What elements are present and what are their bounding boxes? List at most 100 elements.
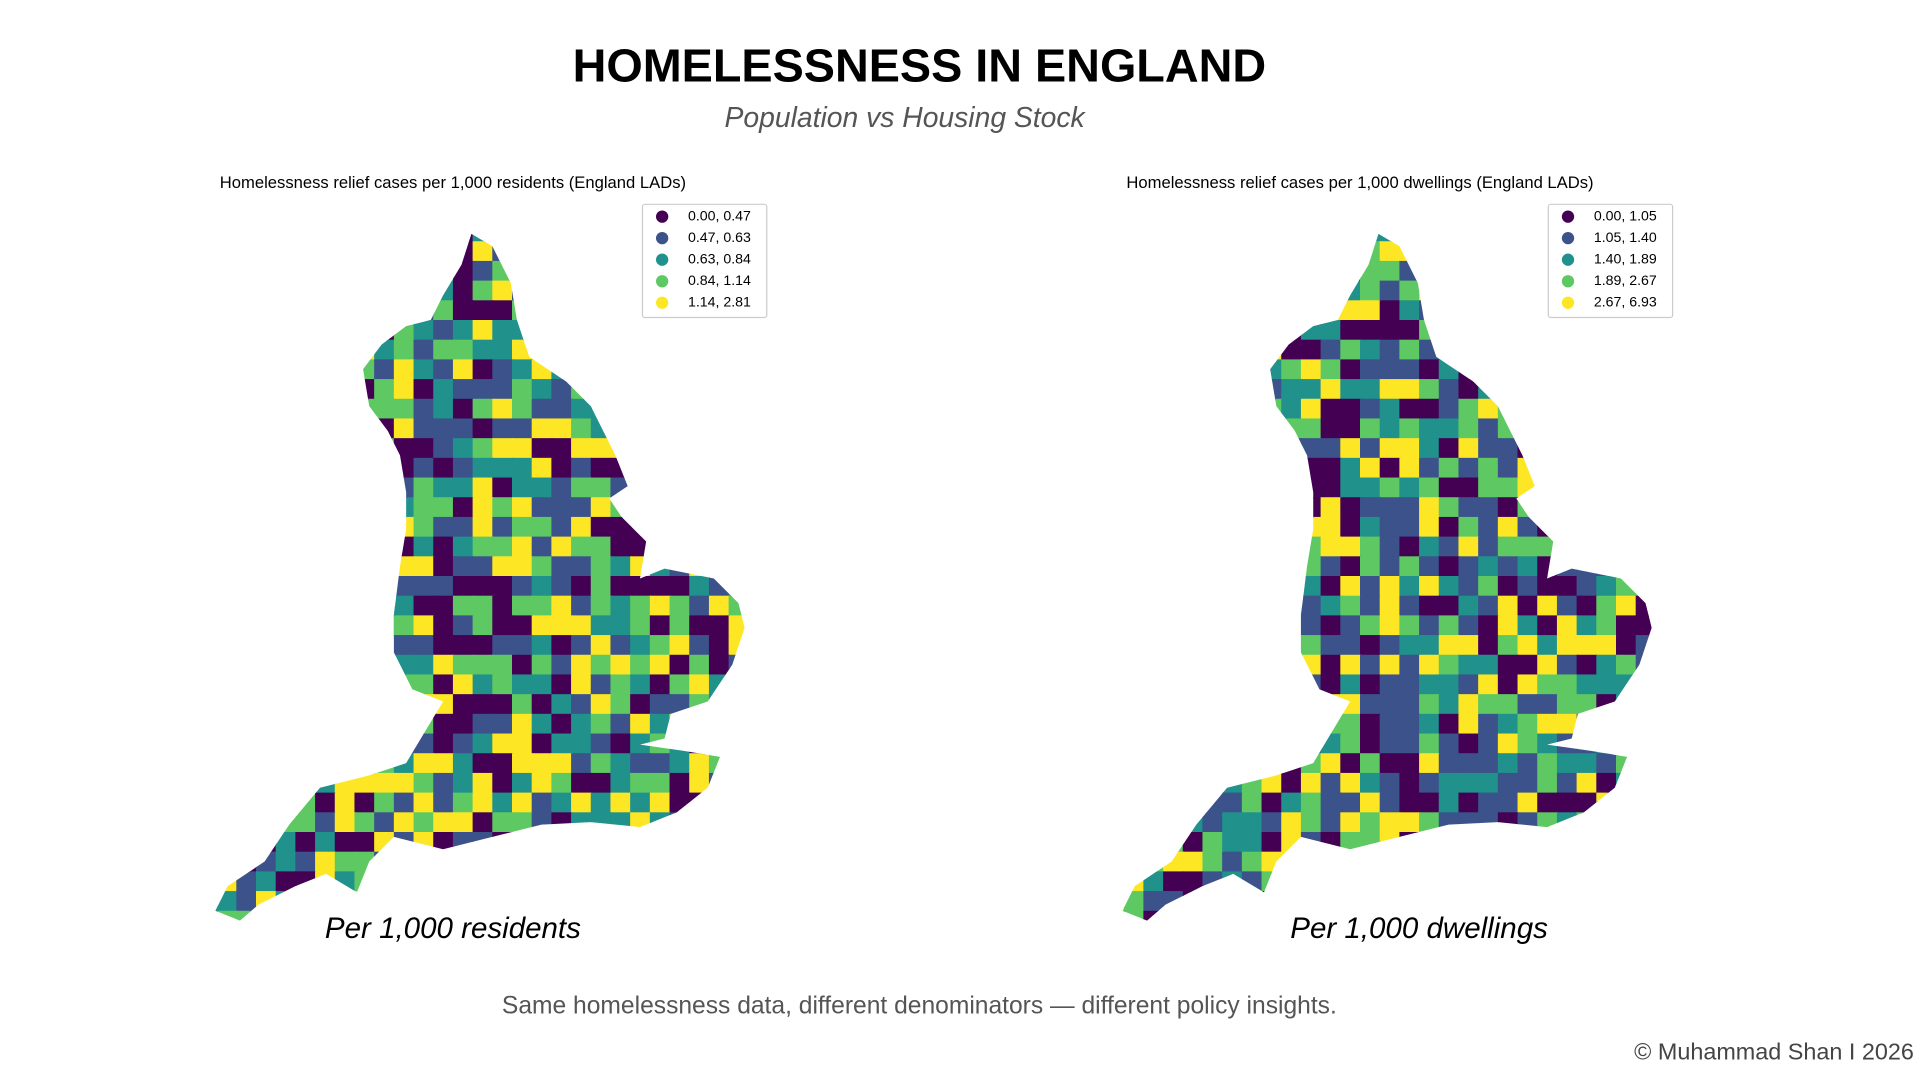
region [571,556,592,578]
region [354,635,376,656]
legend-label: 1.14, 2.81 [688,294,751,310]
region [1281,280,1303,302]
region [492,477,514,499]
region [1458,615,1480,637]
region [1222,871,1244,893]
region [315,576,336,597]
region [1596,516,1618,538]
region [256,457,277,479]
region [1202,477,1224,499]
region [610,418,632,440]
region [610,477,632,499]
region [1438,674,1460,696]
region [374,457,396,479]
region [393,280,415,302]
region [215,457,218,479]
region [1163,320,1184,341]
region [1399,891,1421,912]
region [1497,832,1519,853]
legend-swatch [656,296,669,309]
region [1340,576,1362,597]
region [374,832,396,853]
region [1497,694,1519,716]
region [1222,595,1244,617]
region [649,438,671,460]
region [216,438,238,460]
region [275,694,297,716]
region [452,536,474,558]
region [590,339,612,361]
region [1419,674,1440,696]
region [1537,635,1559,656]
region [354,339,376,361]
region [374,339,396,361]
region [512,300,533,322]
credit: © Muhammad Shan I 2026 [1634,1039,1914,1065]
region [1122,733,1125,755]
region [630,339,652,361]
region [728,891,745,912]
region [1340,300,1362,322]
region [1320,891,1342,912]
region [1655,753,1676,774]
region [1635,812,1652,834]
region [295,615,317,637]
region [1340,733,1362,755]
page-subtitle: Population vs Housing Stock [725,101,1087,133]
region [1576,457,1598,479]
region [1340,418,1362,440]
region [1143,733,1165,755]
region [472,595,494,617]
region [748,674,769,695]
region [1122,871,1125,893]
region [1163,832,1184,853]
region [295,359,317,381]
region [1438,635,1460,656]
region [748,537,769,558]
region [1300,654,1322,676]
region [551,536,573,558]
region [512,713,533,735]
region [610,339,632,361]
region [236,910,258,921]
region [354,516,376,538]
region [1399,339,1421,361]
region [236,497,258,519]
region [215,280,218,302]
region [610,497,632,519]
region [669,713,691,735]
region [1576,418,1598,440]
region [1261,891,1283,912]
region [1596,694,1618,716]
region [630,812,652,834]
region [236,418,258,440]
region [1281,260,1303,282]
region [1635,733,1652,755]
region [1379,438,1401,460]
region [215,871,218,893]
region [216,497,238,519]
region [728,654,745,676]
region [433,891,455,912]
region [1478,576,1500,597]
region [354,260,376,282]
region [334,536,356,558]
region [315,871,336,893]
region [1576,477,1598,499]
region [1635,694,1652,716]
region [295,635,317,656]
region [1163,910,1184,921]
region [413,477,435,499]
region [1360,457,1381,479]
region [1596,910,1618,921]
region [1379,792,1401,814]
region [1360,792,1381,814]
region [256,280,277,302]
region [1576,851,1598,873]
region [1596,654,1618,676]
region [374,260,396,282]
region [1182,733,1204,755]
region [630,359,652,381]
region [649,497,671,519]
region [413,733,435,755]
